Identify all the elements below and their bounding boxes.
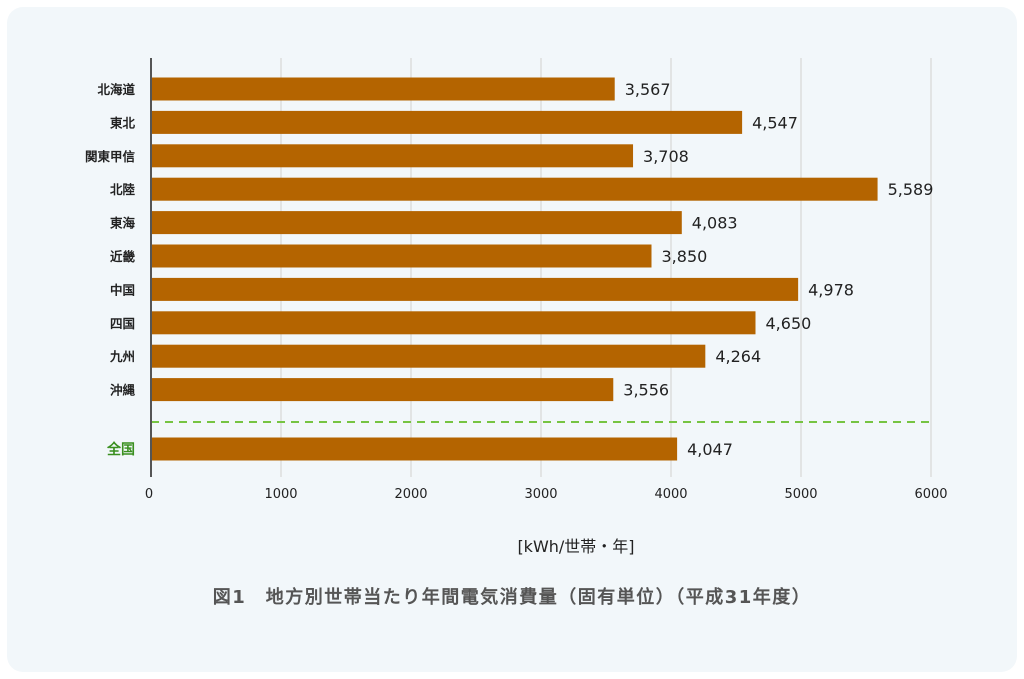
category-label: 近畿	[110, 249, 136, 264]
x-tick-labels: 0 1000 2000 3000 4000 5000 6000	[145, 487, 948, 502]
value-labels: 3,567 4,547 3,708 5,589 4,083 3,850 4,978 4,650…	[623, 80, 933, 459]
value-label: 4,650	[766, 314, 812, 333]
x-tick-label: 5000	[784, 487, 817, 502]
category-label: 四国	[110, 316, 135, 331]
category-label: 東海	[110, 216, 136, 231]
value-label: 5,589	[888, 180, 934, 199]
x-tick-label: 4000	[654, 487, 687, 502]
bar	[152, 344, 706, 368]
x-tick-label: 6000	[914, 487, 947, 502]
value-label: 4,047	[687, 440, 733, 459]
x-tick-label: 1000	[264, 487, 297, 502]
category-label: 東北	[110, 115, 136, 130]
bar	[152, 277, 799, 301]
bar	[152, 77, 615, 101]
value-label: 4,547	[752, 113, 798, 132]
category-label: 北海道	[97, 82, 135, 97]
bar	[152, 177, 878, 201]
bar	[152, 437, 678, 461]
bar	[152, 211, 682, 235]
bar	[152, 311, 756, 335]
x-axis-label: [kWh/世帯・年]	[517, 537, 635, 556]
category-label: 中国	[110, 282, 135, 297]
value-label: 4,978	[808, 280, 854, 299]
bar	[152, 144, 634, 168]
value-label: 3,850	[662, 247, 708, 266]
x-tick-label: 0	[145, 487, 153, 502]
value-label: 4,264	[715, 347, 761, 366]
total-category-label: 全国	[106, 441, 135, 458]
value-label: 3,708	[643, 147, 689, 166]
value-label: 4,083	[692, 214, 738, 233]
bar	[152, 244, 652, 268]
bar	[152, 378, 614, 402]
bar	[152, 110, 743, 134]
x-tick-label: 2000	[394, 487, 427, 502]
bars	[152, 77, 878, 461]
value-label: 3,556	[623, 381, 669, 400]
x-tick-label: 3000	[524, 487, 557, 502]
category-label: 沖縄	[110, 383, 136, 398]
category-label: 関東甲信	[85, 149, 136, 164]
category-label: 北陸	[110, 182, 136, 197]
value-label: 3,567	[625, 80, 671, 99]
category-label: 九州	[109, 349, 135, 364]
chart-title: 図1 地方別世帯当たり年間電気消費量（固有単位）（平成31年度）	[212, 587, 812, 608]
